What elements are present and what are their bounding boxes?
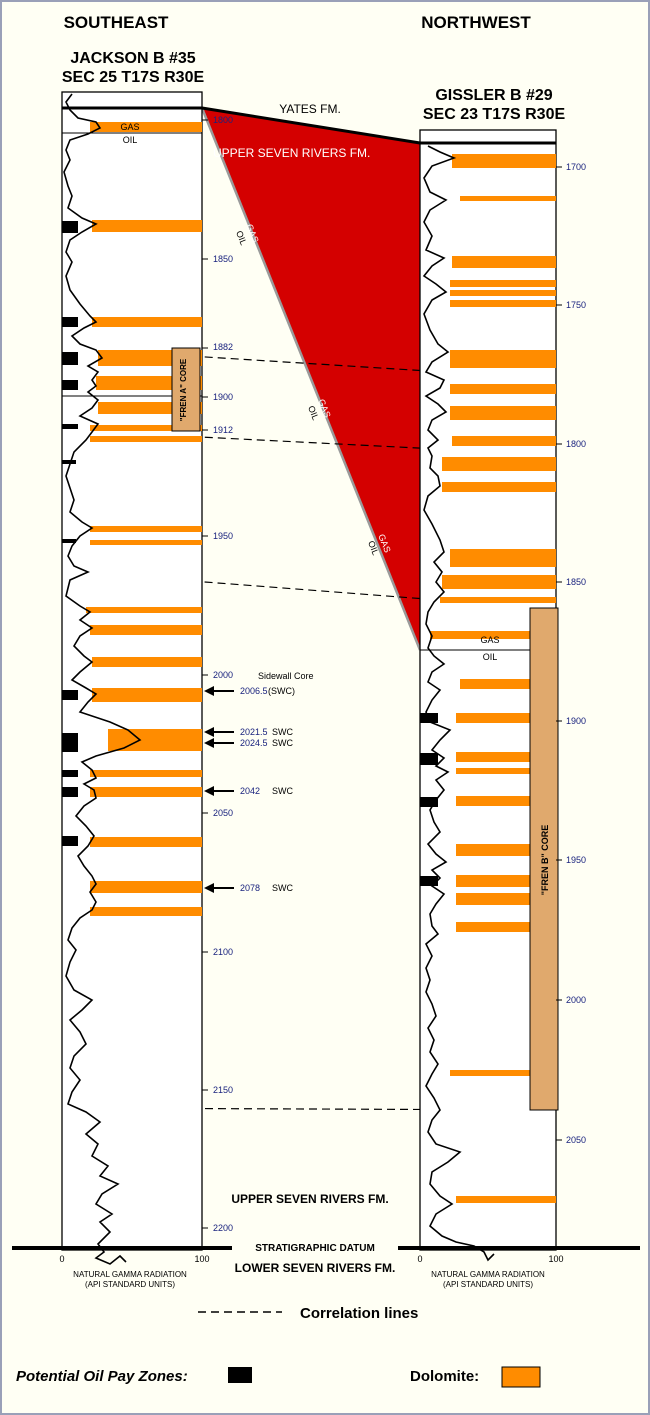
upper-seven-rivers-label-bottom: UPPER SEVEN RIVERS FM. [231,1192,388,1206]
sidewall-cores: Sidewall Core 2006.5 (SWC) 2021.5 SWC 20… [204,671,314,893]
left-depth-label: 1912 [213,425,233,435]
right-depth-label: 1900 [566,716,586,726]
left-axis-min: 0 [59,1254,64,1264]
left-well-location: SEC 25 T17S R30E [62,69,205,86]
left-axis-max: 100 [194,1254,209,1264]
header-southeast: SOUTHEAST [64,13,169,32]
right-depth-label: 2050 [566,1135,586,1145]
left-depth-label: 1800 [213,115,233,125]
swc-label: SWC [272,727,293,737]
swc-depth: 2042 [240,786,260,796]
right-axis-max: 100 [548,1254,563,1264]
right-depth-labels: 1700 1750 1800 1850 1900 1950 2000 2050 [566,162,586,1145]
left-depth-label: 2100 [213,947,233,957]
left-depth-ticks [202,119,208,1229]
right-dolomite-beds [430,154,556,1203]
legend-dolomite-swatch [501,1366,541,1388]
header-northwest: NORTHWEST [421,13,531,32]
left-well-name: JACKSON B #35 [70,50,195,67]
left-gas-label: GAS [120,122,139,132]
right-well-location: SEC 23 T17S R30E [423,106,566,123]
swc-depth: 2078 [240,883,260,893]
left-depth-label: 1950 [213,531,233,541]
swc-label: SWC [272,738,293,748]
right-gamma-curve [422,145,495,1262]
left-depth-label: 2150 [213,1085,233,1095]
right-depth-label: 1750 [566,300,586,310]
right-depth-label: 2000 [566,995,586,1005]
left-axis-title-1: NATURAL GAMMA RADIATION [73,1270,187,1279]
left-axis-title-2: (API STANDARD UNITS) [85,1280,175,1289]
right-depth-label: 1800 [566,439,586,449]
fren-a-core [171,347,201,432]
left-depth-label: 2000 [213,670,233,680]
left-depth-label: 2200 [213,1223,233,1233]
lower-seven-rivers-label: LOWER SEVEN RIVERS FM. [235,1261,396,1275]
left-depth-label: 1882 [213,342,233,352]
left-gamma-curve [63,93,142,1265]
right-depth-label: 1700 [566,162,586,172]
right-axis-min: 0 [417,1254,422,1264]
swc-depth: 2021.5 [240,727,268,737]
yates-contact-line [201,106,421,145]
right-log-track: GAS OIL "FREN B" CORE 0 100 NATURAL GAMM… [417,129,564,1289]
swc-label: (SWC) [268,686,295,696]
stratigraphic-datum-label: STRATIGRAPHIC DATUM [255,1243,375,1254]
fren-b-core-label: "FREN B" CORE [540,825,550,896]
right-depth-ticks [556,166,562,1141]
legend: Correlation lines Potential Oil Pay Zone… [16,1305,541,1388]
datum-label-bg [232,1240,398,1254]
swc-label: SWC [272,883,293,893]
right-axis-title-1: NATURAL GAMMA RADIATION [431,1270,545,1279]
left-log-track: GAS OIL "FREN A" CORE 0 100 NATURAL GAMM… [59,91,210,1289]
swc-depth: 2024.5 [240,738,268,748]
right-axis-title-2: (API STANDARD UNITS) [443,1280,533,1289]
left-pay-zones [62,221,78,846]
legend-correlation-label: Correlation lines [300,1305,418,1322]
left-depth-label: 1900 [213,392,233,402]
yates-fm-label: YATES FM. [279,102,341,116]
right-depth-label: 1850 [566,577,586,587]
right-gas-label: GAS [480,635,499,645]
legend-pay-zones-label: Potential Oil Pay Zones: [16,1368,188,1385]
sidewall-core-title: Sidewall Core [258,671,314,681]
fren-b-core [529,607,559,1111]
left-oil-label: OIL [123,135,138,145]
left-depth-labels: 1800 1850 1882 1900 1912 1950 2000 2050 … [213,115,233,1233]
legend-pay-zones-swatch [228,1367,252,1383]
swc-depth: 2006.5 [240,686,268,696]
upper-seven-rivers-label-top: UPPER SEVEN RIVERS FM. [213,146,370,160]
left-depth-label: 2050 [213,808,233,818]
left-depth-label: 1850 [213,254,233,264]
right-well-name: GISSLER B #29 [435,87,552,104]
fren-a-core-label: "FREN A" CORE [179,358,188,421]
swc-arrows [204,686,234,893]
right-oil-label: OIL [483,652,498,662]
right-depth-label: 1950 [566,855,586,865]
legend-dolomite-label: Dolomite: [410,1368,479,1385]
swc-label: SWC [272,786,293,796]
left-track-frame [61,91,203,1251]
gas-oil-contact-line [200,107,422,651]
